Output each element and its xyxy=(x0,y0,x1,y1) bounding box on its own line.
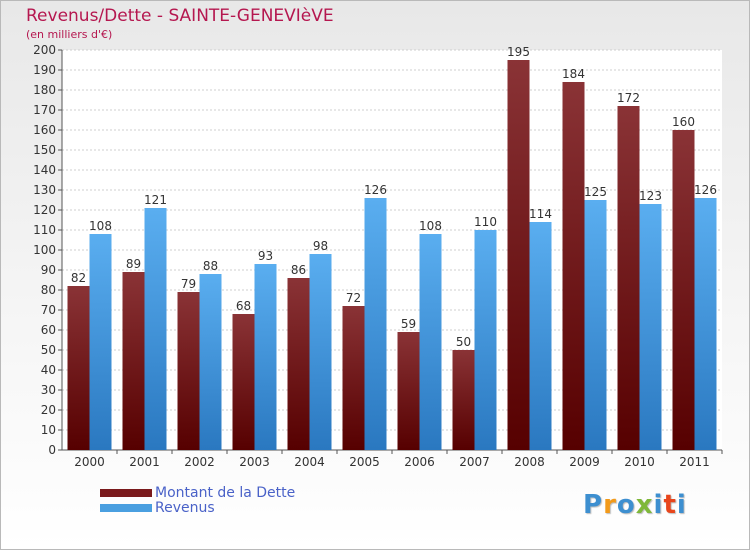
bar-revenus xyxy=(364,198,387,450)
y-tick-label: 90 xyxy=(41,263,56,277)
proxiti-logo: Proxiti xyxy=(583,490,687,520)
bar-dette xyxy=(232,314,255,450)
data-label-dette: 89 xyxy=(126,257,141,271)
bar-revenus xyxy=(144,208,167,450)
data-label-revenus: 125 xyxy=(584,185,607,199)
data-label-dette: 86 xyxy=(291,263,306,277)
chart-subtitle: (en milliers d'€) xyxy=(26,28,113,41)
data-label-revenus: 98 xyxy=(313,239,328,253)
legend-item-revenus: Revenus xyxy=(100,499,295,516)
y-tick-label: 170 xyxy=(33,103,56,117)
data-label-revenus: 123 xyxy=(639,189,662,203)
bar-chart: 0 10 20 30 40 50 60 70 80 90 100 110 120 130 140 150 160… xyxy=(33,43,723,469)
data-label-dette: 50 xyxy=(456,335,471,349)
bar-dette xyxy=(67,286,90,450)
y-tick-label: 20 xyxy=(41,403,56,417)
logo-letter: x xyxy=(635,490,654,520)
x-tick-label: 2000 xyxy=(74,455,105,469)
legend: Montant de la Dette Revenus xyxy=(100,484,296,516)
x-tick-label: 2001 xyxy=(129,455,160,469)
legend-label-dette: Montant de la Dette xyxy=(155,484,296,501)
x-tick-label: 2008 xyxy=(514,455,545,469)
bar-dette xyxy=(177,292,200,450)
chart-title: Revenus/Dette - SAINTE-GENEVIèVE xyxy=(26,6,334,26)
bar-revenus xyxy=(254,264,277,450)
y-tick-label: 40 xyxy=(41,363,56,377)
y-tick-label: 140 xyxy=(33,163,56,177)
bar-dette xyxy=(287,278,310,450)
y-tick-label: 130 xyxy=(33,183,56,197)
y-tick-label: 10 xyxy=(41,423,56,437)
bar-revenus xyxy=(584,200,607,450)
bar-revenus xyxy=(474,230,497,450)
legend-label-revenus: Revenus xyxy=(155,499,215,516)
bar-revenus xyxy=(419,234,442,450)
y-tick-label: 200 xyxy=(33,43,56,57)
x-tick-label: 2002 xyxy=(184,455,215,469)
y-tick-label: 70 xyxy=(41,303,56,317)
data-label-dette: 184 xyxy=(562,67,585,81)
bar-dette xyxy=(617,106,640,450)
x-tick-label: 2007 xyxy=(459,455,490,469)
data-label-revenus: 126 xyxy=(364,183,387,197)
x-tick-label: 2009 xyxy=(569,455,600,469)
data-label-revenus: 88 xyxy=(203,259,218,273)
data-label-revenus: 114 xyxy=(529,207,552,221)
data-label-revenus: 126 xyxy=(694,183,717,197)
y-tick-label: 0 xyxy=(48,443,56,457)
bar-dette xyxy=(672,130,695,450)
bar-dette xyxy=(122,272,145,450)
data-label-revenus: 121 xyxy=(144,193,167,207)
y-tick-label: 160 xyxy=(33,123,56,137)
bar-dette xyxy=(562,82,585,450)
y-tick-label: 180 xyxy=(33,83,56,97)
y-tick-label: 120 xyxy=(33,203,56,217)
y-tick-label: 100 xyxy=(33,243,56,257)
data-label-revenus: 110 xyxy=(474,215,497,229)
data-label-dette: 79 xyxy=(181,277,196,291)
bar-revenus xyxy=(199,274,222,450)
bar-revenus xyxy=(89,234,112,450)
x-tick-label: 2011 xyxy=(679,455,710,469)
x-tick-label: 2010 xyxy=(624,455,655,469)
data-label-dette: 172 xyxy=(617,91,640,105)
data-label-revenus: 108 xyxy=(89,219,112,233)
bar-revenus xyxy=(309,254,332,450)
data-label-dette: 82 xyxy=(71,271,86,285)
bar-revenus xyxy=(639,204,662,450)
logo-letter: t xyxy=(663,490,677,520)
bar-dette xyxy=(342,306,365,450)
bar-revenus xyxy=(694,198,717,450)
y-tick-label: 110 xyxy=(33,223,56,237)
x-tick-label: 2005 xyxy=(349,455,380,469)
y-tick-label: 60 xyxy=(41,323,56,337)
bar-dette xyxy=(507,60,530,450)
y-tick-label: 150 xyxy=(33,143,56,157)
data-label-dette: 72 xyxy=(346,291,361,305)
y-tick-label: 30 xyxy=(41,383,56,397)
x-tick-label: 2004 xyxy=(294,455,325,469)
bar-revenus xyxy=(529,222,552,450)
bar-dette xyxy=(452,350,475,450)
logo-letter: i xyxy=(676,490,687,520)
legend-swatch-revenus xyxy=(100,503,152,512)
y-tick-label: 190 xyxy=(33,63,56,77)
logo-letter: i xyxy=(653,490,664,520)
y-tick-label: 50 xyxy=(41,343,56,357)
data-label-dette: 195 xyxy=(507,45,530,59)
legend-item-dette: Montant de la Dette xyxy=(100,484,296,501)
data-label-dette: 160 xyxy=(672,115,695,129)
data-label-dette: 68 xyxy=(236,299,251,313)
y-tick-label: 80 xyxy=(41,283,56,297)
data-label-revenus: 108 xyxy=(419,219,442,233)
logo-letter: P xyxy=(583,490,604,520)
x-tick-label: 2006 xyxy=(404,455,435,469)
data-label-dette: 59 xyxy=(401,317,416,331)
data-label-revenus: 93 xyxy=(258,249,273,263)
logo-letter: o xyxy=(616,490,636,520)
bar-dette xyxy=(397,332,420,450)
legend-swatch-dette xyxy=(100,488,152,497)
x-tick-label: 2003 xyxy=(239,455,270,469)
logo-letter: r xyxy=(603,490,617,520)
